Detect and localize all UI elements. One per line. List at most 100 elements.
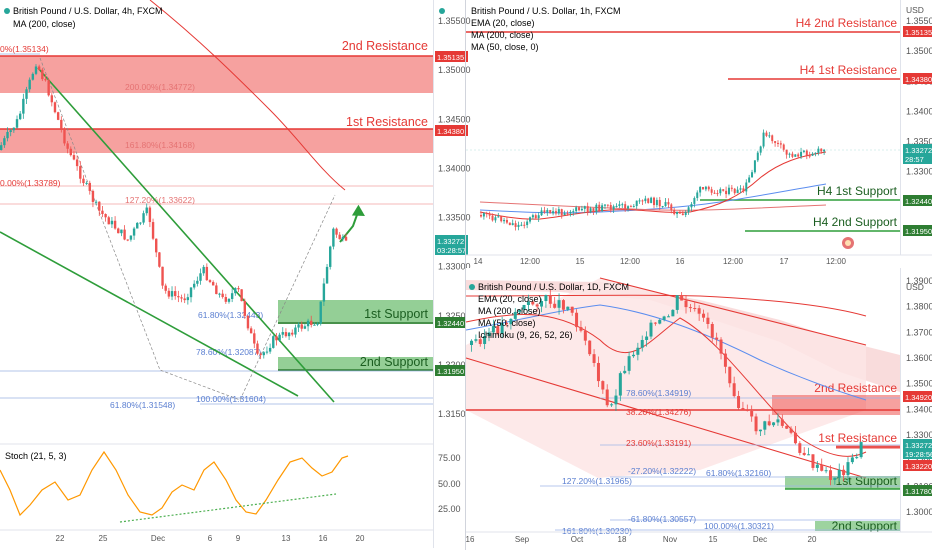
candle-body bbox=[294, 327, 297, 335]
fib-label: 161.80%(1.30230) bbox=[562, 526, 632, 536]
price-badge-label: 1.33272 bbox=[437, 237, 464, 246]
price-tick: 1.36000 bbox=[906, 353, 932, 363]
candle-body bbox=[658, 199, 661, 207]
price-badge-label: 1.31950 bbox=[905, 227, 932, 236]
price-badge-label: 1.33272 bbox=[905, 146, 932, 155]
candle-body bbox=[18, 113, 22, 120]
time-tick: 25 bbox=[99, 534, 108, 543]
projection-arrow bbox=[339, 211, 359, 243]
candle-body bbox=[741, 408, 745, 410]
price-badge bbox=[435, 317, 468, 328]
h4-sup1-label: H4 1st Support bbox=[817, 184, 898, 198]
candle-body bbox=[754, 416, 758, 432]
candle-body bbox=[344, 236, 348, 241]
candle-body bbox=[526, 301, 530, 305]
trendline-4h bbox=[37, 67, 335, 403]
stoch-tick: 75.00 bbox=[438, 453, 461, 463]
ma200-line-1d bbox=[465, 294, 867, 317]
candle-body bbox=[546, 210, 549, 213]
time-tick: 20 bbox=[356, 534, 365, 543]
candle-body bbox=[833, 477, 837, 480]
stoch-tick: 25.00 bbox=[438, 504, 461, 514]
candle-body bbox=[227, 299, 231, 302]
candle-body bbox=[534, 215, 537, 219]
time-axis-1h: 14 12:00 15 12:00 16 12:00 17 12:00 bbox=[474, 257, 847, 266]
res1-label-4h: 1st Resistance bbox=[346, 115, 428, 129]
candle-body bbox=[511, 223, 514, 226]
candle-body bbox=[94, 201, 98, 203]
panel-4h: 2nd Resistance 1st Resistance 1st Suppor… bbox=[0, 0, 471, 548]
candle-body bbox=[240, 289, 243, 302]
price-tick: 1.33500 bbox=[906, 137, 932, 147]
time-tick: Sep bbox=[515, 535, 530, 544]
candle-body bbox=[579, 327, 583, 331]
candle-body bbox=[719, 339, 723, 354]
candle-body bbox=[177, 296, 180, 298]
candle-body bbox=[794, 154, 797, 157]
candle-body bbox=[759, 146, 762, 153]
price-badge bbox=[435, 235, 468, 246]
ema20-line-1h bbox=[479, 151, 827, 220]
currency-label-1h: USD bbox=[906, 5, 924, 15]
candle-body bbox=[632, 206, 635, 208]
price-badge bbox=[435, 125, 468, 136]
candle-body bbox=[158, 252, 161, 267]
candle-body bbox=[592, 354, 596, 363]
candle-body bbox=[531, 215, 534, 218]
time-tick: 12:00 bbox=[826, 257, 847, 266]
candle-body bbox=[500, 322, 504, 334]
candle-body bbox=[544, 295, 548, 302]
candle-body bbox=[793, 432, 797, 444]
candle-body bbox=[281, 332, 284, 335]
candle-body bbox=[645, 336, 649, 340]
candle-body bbox=[221, 293, 224, 298]
price-badge bbox=[435, 244, 468, 255]
candle-body bbox=[846, 462, 850, 476]
candle-body bbox=[797, 154, 800, 157]
candle-body bbox=[126, 239, 129, 241]
candle-body bbox=[693, 198, 696, 204]
candle-body bbox=[543, 210, 546, 213]
candle-body bbox=[675, 295, 679, 310]
candle-body bbox=[557, 300, 561, 308]
sup2-zone-1d bbox=[815, 521, 900, 531]
candle-body bbox=[246, 315, 250, 329]
candle-body bbox=[98, 201, 101, 211]
candle-body bbox=[702, 186, 705, 190]
fib-label: 127.20%(1.33622) bbox=[125, 195, 195, 205]
candle-body bbox=[655, 199, 658, 206]
candle-body bbox=[88, 182, 91, 191]
candle-body bbox=[636, 347, 640, 355]
candle-body bbox=[170, 291, 174, 297]
time-tick: 14 bbox=[474, 257, 483, 266]
ma50-legend-1d: MA (50, close) bbox=[478, 318, 536, 328]
time-tick: 17 bbox=[780, 257, 789, 266]
candle-body bbox=[859, 442, 863, 458]
candle-body bbox=[508, 222, 511, 226]
candle-body bbox=[505, 322, 509, 325]
fib-label: -27.20%(1.32222) bbox=[628, 466, 696, 476]
candle-body bbox=[811, 153, 814, 156]
candle-body bbox=[503, 219, 506, 222]
candle-body bbox=[291, 332, 294, 335]
candle-body bbox=[716, 193, 719, 195]
candle-body bbox=[670, 204, 673, 211]
candle-body bbox=[823, 149, 826, 152]
candle-body bbox=[526, 221, 529, 226]
candle-body bbox=[335, 228, 338, 235]
candle-body bbox=[82, 178, 85, 184]
price-badge bbox=[903, 225, 932, 236]
candle-body bbox=[644, 198, 647, 202]
candle-body bbox=[588, 340, 592, 355]
chart-title-1d: British Pound / U.S. Dollar, 1D, FXCM bbox=[478, 282, 629, 292]
res2-label-1d: 2nd Resistance bbox=[814, 381, 897, 395]
candle-body bbox=[180, 297, 183, 299]
price-badge bbox=[435, 51, 468, 62]
h4-res2-label: H4 2nd Resistance bbox=[796, 16, 898, 30]
candle-body bbox=[758, 429, 762, 432]
ichimoku-legend-1d: Ichimoku (9, 26, 52, 26) bbox=[478, 330, 573, 340]
candle-body bbox=[603, 204, 606, 206]
price-badge bbox=[903, 439, 932, 450]
candle-body bbox=[529, 217, 532, 222]
time-axis-4h: 22 25 Dec 6 9 13 16 20 bbox=[56, 534, 365, 543]
